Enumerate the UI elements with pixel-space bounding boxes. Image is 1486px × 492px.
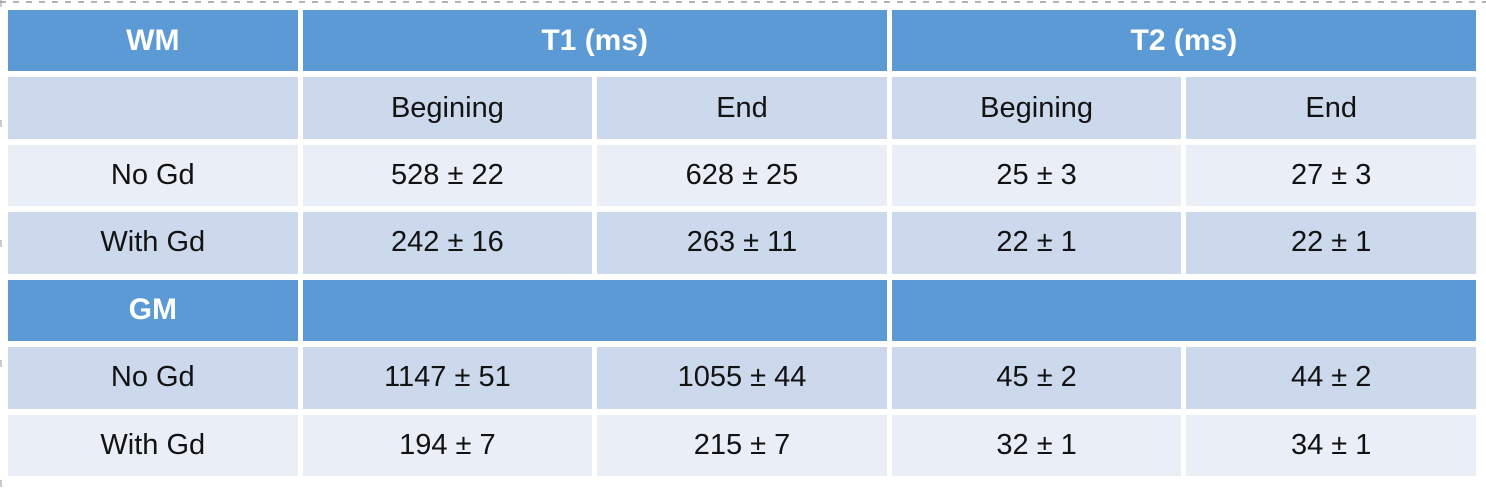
- data-cell: 242 ± 16: [302, 212, 593, 274]
- data-cell: 528 ± 22: [302, 144, 593, 207]
- row-label: With Gd: [8, 212, 298, 274]
- section-header-gm-t1-spacer: [302, 279, 887, 342]
- data-cell: 194 ± 7: [302, 414, 593, 476]
- data-cell: 25 ± 3: [891, 144, 1182, 207]
- data-cell: 628 ± 25: [597, 144, 887, 207]
- row-label: With Gd: [8, 414, 298, 476]
- data-cell: 44 ± 2: [1186, 347, 1476, 409]
- section-header-wm: WM: [8, 10, 298, 72]
- data-cell: 45 ± 2: [891, 347, 1182, 409]
- column-header-t2-end: End: [1186, 77, 1476, 139]
- column-header-t1-end: End: [597, 77, 887, 139]
- section-header-gm: GM: [8, 279, 298, 342]
- group-header-t2: T2 (ms): [891, 10, 1476, 72]
- data-cell: 27 ± 3: [1186, 144, 1476, 207]
- placeholder-top-dashed-border: [0, 1, 1486, 3]
- data-cell: 215 ± 7: [597, 414, 887, 476]
- data-cell: 32 ± 1: [891, 414, 1182, 476]
- column-header-t1-begining: Begining: [302, 77, 593, 139]
- data-cell: 34 ± 1: [1186, 414, 1476, 476]
- row-label: No Gd: [8, 347, 298, 409]
- data-cell: 22 ± 1: [891, 212, 1182, 274]
- placeholder-left-dashed-border: [0, 0, 2, 492]
- subheader-spacer: [8, 77, 298, 139]
- data-cell: 263 ± 11: [597, 212, 887, 274]
- section-header-gm-t2-spacer: [891, 279, 1476, 342]
- relaxation-times-table: WM T1 (ms) T2 (ms) Begining End Begining…: [8, 10, 1476, 476]
- data-cell: 1055 ± 44: [597, 347, 887, 409]
- group-header-t1: T1 (ms): [302, 10, 887, 72]
- data-cell: 1147 ± 51: [302, 347, 593, 409]
- row-label: No Gd: [8, 144, 298, 207]
- data-cell: 22 ± 1: [1186, 212, 1476, 274]
- column-header-t2-begining: Begining: [891, 77, 1182, 139]
